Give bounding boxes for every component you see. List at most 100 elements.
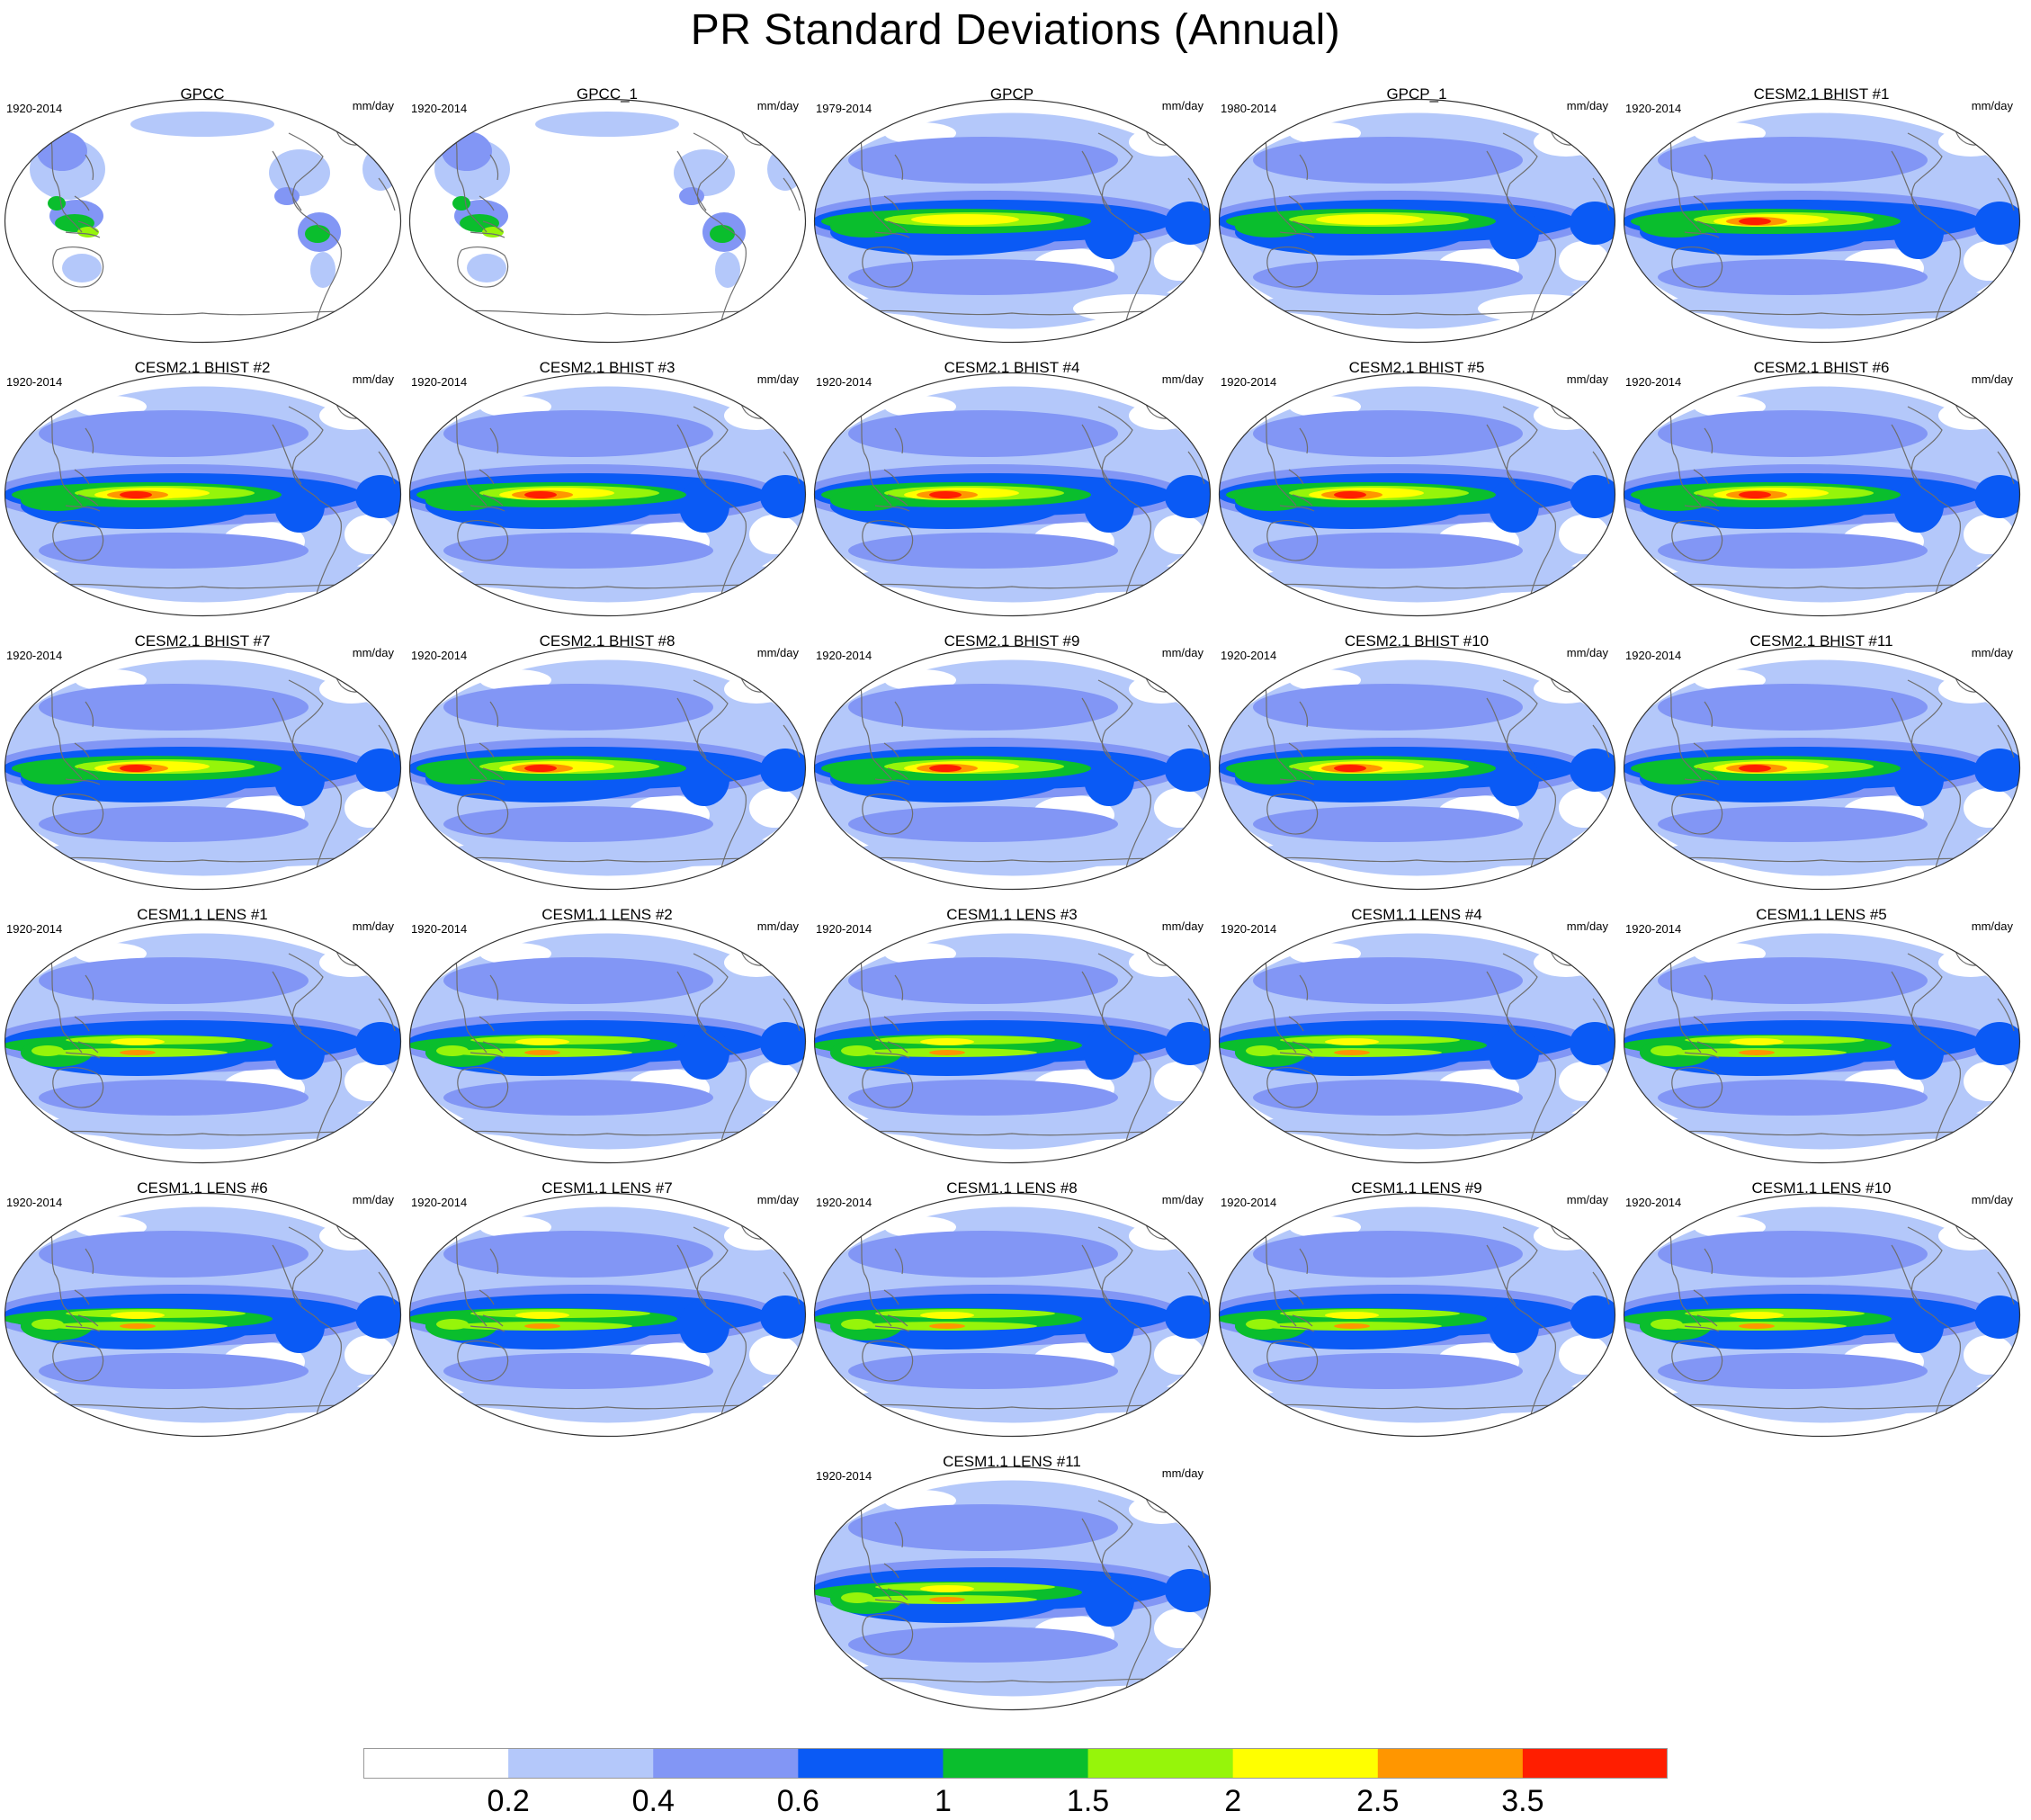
coastline [1696,767,1718,780]
panel-title: CESM2.1 BHIST #6 [1753,359,1890,376]
coastline [1288,469,1304,485]
panel-title: CESM2.1 BHIST #10 [1344,632,1490,650]
coastline [783,177,801,211]
contour-region [452,196,470,211]
contour-region [1964,1335,2014,1375]
coastline [676,697,707,758]
panel-title: GPCC [180,85,225,103]
globe-outline [1623,98,2021,344]
coastline [453,1226,488,1327]
map-plot [4,372,402,617]
coastline [85,154,94,181]
globe-outline [1623,645,2021,891]
panel-units: mm/day [1566,1193,1608,1206]
coastline [272,424,302,485]
contour-region [39,1080,309,1116]
coastline [1907,406,1961,598]
coastline [453,406,488,507]
coastline [1502,406,1556,598]
coastline [49,406,83,507]
contour-region [848,684,1118,731]
contour-region [1165,1022,1211,1065]
coastline [1187,724,1205,758]
coastline [1907,679,1961,872]
coastline [482,767,504,780]
contour-region [1974,749,2020,792]
contour-region [515,1038,569,1045]
colorbar-tick-label: 1 [934,1784,952,1818]
panel-title: CESM2.1 BHIST #8 [539,632,676,650]
contour-field [409,1193,806,1437]
coastline [489,701,499,728]
map-plot [1218,372,1616,617]
coastline [1684,778,1720,785]
coastline [38,856,372,863]
contour-field [4,372,401,616]
contour-region [436,1319,469,1330]
panel-years: 1980-2014 [1221,102,1277,115]
coastline [1252,1403,1587,1410]
globe-outline [813,919,1212,1164]
contour-region [1084,1573,1134,1627]
coastline [1668,1226,1702,1327]
coastline [1266,1340,1319,1382]
map-panel: CESM1.1 LENS #8 1920-2014 mm/day [810,1179,1214,1440]
globe-outline [1623,372,2021,617]
coastline [1081,1244,1112,1305]
contour-region [39,806,309,842]
panel-title: CESM1.1 LENS #1 [137,906,268,923]
contour-region [1165,749,1211,792]
panel-units: mm/day [1566,99,1608,112]
coastline [1097,406,1151,598]
coastline [847,1677,1182,1683]
contour-region [39,957,309,1004]
panel-units: mm/day [1971,919,2013,933]
coastline [1081,150,1112,211]
coastline [858,1226,892,1327]
coastline [272,971,302,1032]
coastline [874,1325,910,1332]
contour-region [443,684,713,731]
coastline [38,1403,372,1410]
coastline [1292,1041,1313,1053]
contour-field [4,919,401,1163]
colorbar-swatch [1087,1748,1234,1779]
coastline [1907,953,1961,1145]
map-plot [1218,98,1616,344]
colorbar-tick-label: 1.5 [1066,1784,1110,1818]
coastline [77,767,99,780]
coastline [874,1599,910,1606]
contour-region [929,765,962,772]
coastline [1693,742,1709,758]
contour-region [1165,1296,1211,1339]
coastline [1657,583,1991,589]
contour-region [848,1353,1118,1389]
contour-region [724,1222,789,1251]
contour-field [4,646,401,890]
coastline [65,505,101,512]
contour-region [467,254,506,282]
globe-outline [408,372,807,617]
coastline [1292,767,1313,780]
coastline [52,247,104,288]
contour-region [37,131,87,171]
coastline [1266,1067,1319,1108]
contour-region [524,765,557,772]
globe-outline [4,98,402,344]
panel-units: mm/day [756,919,799,933]
map-panel: GPCP_1 1980-2014 mm/day [1214,85,1619,346]
coastline [65,231,101,238]
coastline [1891,424,1921,485]
contour-region [1253,410,1523,457]
contour-region [1084,479,1134,533]
coastline [85,974,94,1001]
coastline [378,451,396,485]
panel-title: CESM2.1 BHIST #7 [134,632,271,650]
coastline [1288,1016,1304,1032]
contour-region [355,475,401,518]
contour-region [1938,128,2003,157]
contour-region [1534,401,1598,430]
coastline [1279,231,1315,238]
panel-title: CESM2.1 BHIST #9 [944,632,1080,650]
contour-region [425,763,497,784]
